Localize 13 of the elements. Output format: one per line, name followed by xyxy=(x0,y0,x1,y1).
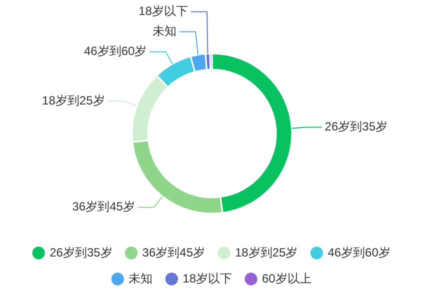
slice-label: 未知 xyxy=(152,24,177,38)
slice-label: 18岁到25岁 xyxy=(42,93,105,108)
legend-label: 60岁以上 xyxy=(262,271,312,286)
legend-label: 26岁到35岁 xyxy=(50,245,112,260)
legend-label: 18岁到25岁 xyxy=(235,245,298,260)
slice-label: 18岁以下 xyxy=(138,4,188,18)
slice-label: 36岁到45岁 xyxy=(72,200,135,214)
legend-label: 18岁以下 xyxy=(182,271,232,286)
legend-label: 未知 xyxy=(128,271,153,286)
legend-label: 46岁到60岁 xyxy=(328,245,390,260)
slice-label: 26岁到35岁 xyxy=(324,120,388,134)
legend-label: 36岁到45岁 xyxy=(142,245,206,260)
slice-label: 46岁到60岁 xyxy=(84,44,147,58)
